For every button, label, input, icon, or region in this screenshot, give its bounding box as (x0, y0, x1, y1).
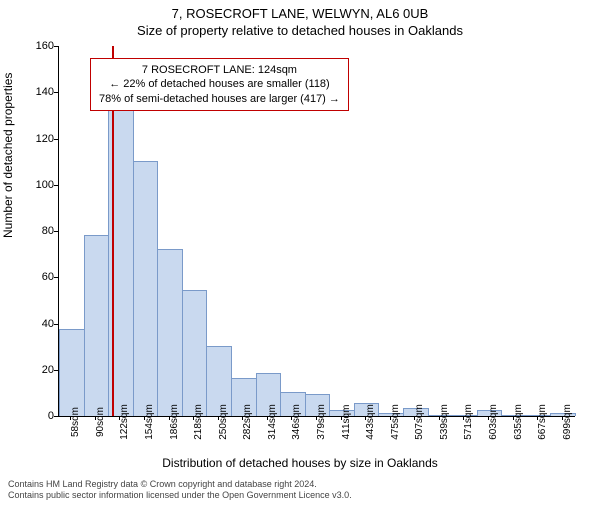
y-tick-label: 140 (24, 86, 54, 98)
x-tick-mark (144, 416, 145, 420)
x-tick-label: 218sqm (193, 404, 204, 440)
histogram-bar (84, 235, 110, 416)
y-tick-label: 100 (24, 179, 54, 191)
x-tick-label: 314sqm (267, 404, 278, 440)
x-tick-mark (537, 416, 538, 420)
y-tick-mark (54, 324, 58, 325)
x-tick-mark (119, 416, 120, 420)
y-tick-mark (54, 416, 58, 417)
x-tick-mark (95, 416, 96, 420)
x-tick-mark (218, 416, 219, 420)
x-tick-label: 58sqm (70, 407, 81, 437)
x-tick-label: 154sqm (144, 404, 155, 440)
x-tick-mark (463, 416, 464, 420)
y-tick-mark (54, 46, 58, 47)
x-tick-label: 635sqm (513, 404, 524, 440)
x-tick-label: 443sqm (365, 404, 376, 440)
y-tick-mark (54, 370, 58, 371)
y-tick-label: 60 (24, 271, 54, 283)
x-tick-label: 571sqm (463, 404, 474, 440)
x-tick-mark (439, 416, 440, 420)
x-tick-mark (267, 416, 268, 420)
x-tick-mark (193, 416, 194, 420)
x-tick-label: 411sqm (341, 405, 352, 440)
footer-attribution: Contains HM Land Registry data © Crown c… (8, 479, 352, 502)
x-tick-label: 475sqm (390, 404, 401, 440)
x-tick-mark (513, 416, 514, 420)
y-tick-mark (54, 92, 58, 93)
x-tick-label: 699sqm (562, 404, 573, 440)
y-tick-label: 160 (24, 40, 54, 52)
footer-line-1: Contains HM Land Registry data © Crown c… (8, 479, 352, 491)
y-tick-label: 20 (24, 364, 54, 376)
x-tick-label: 603sqm (488, 404, 499, 440)
y-tick-label: 40 (24, 318, 54, 330)
x-tick-label: 186sqm (169, 404, 180, 440)
x-tick-mark (488, 416, 489, 420)
x-tick-mark (390, 416, 391, 420)
x-tick-mark (365, 416, 366, 420)
x-tick-mark (562, 416, 563, 420)
x-tick-mark (242, 416, 243, 420)
x-tick-label: 90sqm (95, 407, 106, 437)
y-axis-label: Number of detached properties (1, 73, 15, 238)
y-tick-label: 80 (24, 225, 54, 237)
histogram-bar (133, 161, 159, 416)
x-tick-label: 379sqm (316, 404, 327, 440)
title-sub: Size of property relative to detached ho… (0, 23, 600, 38)
y-tick-mark (54, 231, 58, 232)
histogram-bar (182, 290, 208, 416)
y-tick-label: 120 (24, 133, 54, 145)
x-tick-label: 667sqm (537, 404, 548, 440)
x-tick-mark (316, 416, 317, 420)
chart-container: 7, ROSECROFT LANE, WELWYN, AL6 0UB Size … (0, 6, 600, 506)
x-tick-label: 346sqm (291, 404, 302, 440)
x-tick-label: 250sqm (218, 404, 229, 440)
histogram-bar (59, 329, 85, 416)
y-tick-mark (54, 185, 58, 186)
infobox-line-2: ← 22% of detached houses are smaller (11… (99, 77, 340, 91)
x-tick-mark (291, 416, 292, 420)
x-tick-mark (341, 416, 342, 420)
x-axis-label: Distribution of detached houses by size … (0, 456, 600, 470)
y-tick-label: 0 (24, 410, 54, 422)
x-tick-label: 507sqm (414, 404, 425, 440)
x-tick-mark (414, 416, 415, 420)
footer-line-2: Contains public sector information licen… (8, 490, 352, 502)
y-tick-mark (54, 139, 58, 140)
infobox-line-1: 7 ROSECROFT LANE: 124sqm (99, 63, 340, 77)
y-tick-mark (54, 277, 58, 278)
x-tick-mark (169, 416, 170, 420)
title-main: 7, ROSECROFT LANE, WELWYN, AL6 0UB (0, 6, 600, 21)
x-tick-label: 282sqm (242, 404, 253, 440)
x-tick-mark (70, 416, 71, 420)
x-tick-label: 539sqm (439, 404, 450, 440)
property-infobox: 7 ROSECROFT LANE: 124sqm ← 22% of detach… (90, 58, 349, 111)
infobox-line-3: 78% of semi-detached houses are larger (… (99, 92, 340, 106)
x-tick-label: 122sqm (119, 404, 130, 440)
histogram-bar (157, 249, 183, 417)
